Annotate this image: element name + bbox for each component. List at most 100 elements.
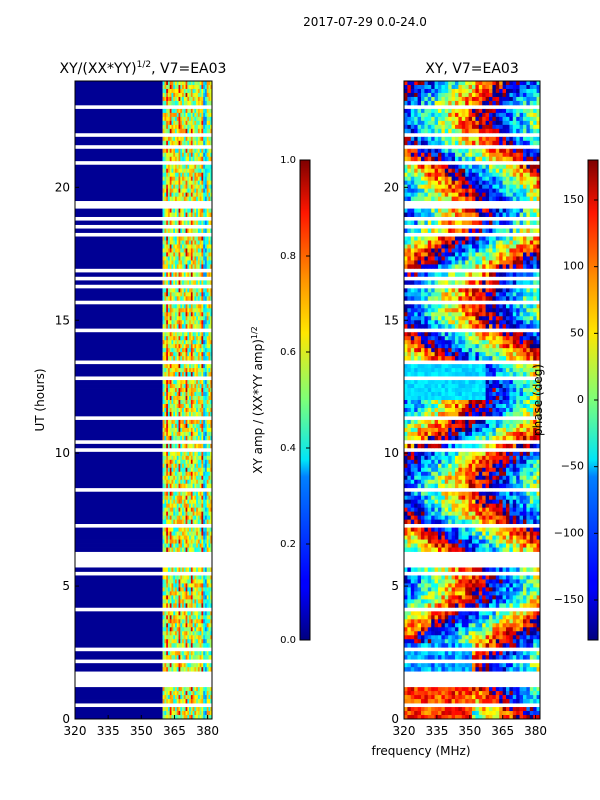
amp-cell xyxy=(183,419,186,425)
amp-cell xyxy=(185,499,188,505)
phase-cell xyxy=(424,116,429,122)
phase-cell xyxy=(529,172,534,178)
phase-cell xyxy=(434,128,439,134)
amp-cell xyxy=(176,635,179,640)
amp-cell xyxy=(178,579,181,584)
amp-cell xyxy=(164,336,167,341)
amp-cell xyxy=(173,336,176,341)
phase-cell xyxy=(421,124,425,130)
amp-cell xyxy=(208,240,211,245)
phase-cell xyxy=(485,100,490,106)
amp-cell xyxy=(162,479,165,485)
phase-cell xyxy=(417,152,422,158)
amp-cell xyxy=(204,188,208,194)
amp-cell xyxy=(204,455,208,461)
phase-cell xyxy=(526,92,531,98)
amp-cell xyxy=(164,507,167,513)
amp-cell xyxy=(189,176,192,182)
amp-cell xyxy=(197,603,200,608)
phase-cell xyxy=(444,128,449,134)
amp-cell-low xyxy=(75,599,163,604)
amp-cell xyxy=(185,507,188,513)
amp-cell xyxy=(201,120,204,126)
phase-cell xyxy=(421,116,425,122)
amp-cell xyxy=(201,236,204,241)
amp-cell xyxy=(162,396,165,401)
phase-cell xyxy=(451,156,456,162)
amp-cell xyxy=(194,164,197,170)
amp-cell xyxy=(175,687,178,692)
phase-cell xyxy=(410,124,415,130)
amp-cell xyxy=(203,192,206,198)
phase-cell xyxy=(526,124,531,130)
amp-cell xyxy=(199,384,202,389)
amp-cell xyxy=(210,459,213,465)
amp-cell xyxy=(173,308,176,313)
amp-cell xyxy=(194,260,197,265)
phase-cell xyxy=(489,220,493,225)
amp-cell xyxy=(192,208,195,213)
phase-cell xyxy=(427,164,432,170)
amp-cell xyxy=(176,515,179,521)
amp-cell-low xyxy=(75,583,163,588)
amp-cell xyxy=(196,475,199,481)
amp-cell xyxy=(196,304,199,309)
phase-cell xyxy=(414,124,418,130)
amp-cell xyxy=(203,427,206,433)
amp-cell xyxy=(173,631,176,636)
amp-cell xyxy=(196,184,199,190)
phase-cell xyxy=(485,180,490,186)
phase-cell xyxy=(438,212,442,217)
amp-cell xyxy=(169,148,172,154)
phase-cell xyxy=(427,176,432,182)
amp-cell xyxy=(178,368,181,373)
amp-cell xyxy=(166,503,169,509)
amp-cell xyxy=(190,372,193,377)
amp-cell xyxy=(187,292,190,297)
amp-cell xyxy=(187,611,190,616)
amp-cell xyxy=(204,423,208,429)
phase-cell xyxy=(451,120,456,126)
amp-cell xyxy=(206,368,209,373)
amp-cell xyxy=(199,715,202,720)
amp-cell xyxy=(187,651,190,656)
amp-cell xyxy=(178,643,181,648)
amp-cell xyxy=(194,176,197,182)
amp-cell xyxy=(167,499,171,505)
amp-cell xyxy=(196,451,199,457)
amp-cell xyxy=(204,615,208,620)
amp-cell xyxy=(206,491,209,497)
amp-cell xyxy=(173,611,176,616)
phase-cell xyxy=(458,136,463,142)
amp-cell-low xyxy=(75,579,163,584)
amp-cell xyxy=(190,431,193,437)
amp-cell xyxy=(178,687,181,692)
amp-cell xyxy=(185,455,188,461)
amp-cell xyxy=(175,423,178,429)
amp-cell-low xyxy=(75,112,163,118)
phase-cell xyxy=(458,228,463,233)
phase-cell xyxy=(407,244,412,249)
amp-cell xyxy=(206,443,209,449)
phase-cell xyxy=(410,240,415,245)
amp-cell xyxy=(166,603,169,608)
amp-cell xyxy=(206,316,209,321)
amp-cell xyxy=(210,236,213,241)
amp-cell xyxy=(204,372,208,377)
amp-cell xyxy=(208,519,211,525)
amp-cell xyxy=(167,332,171,337)
amp-cell xyxy=(197,587,200,592)
amp-cell xyxy=(187,623,190,628)
amp-cell xyxy=(183,459,186,465)
amp-cell xyxy=(173,380,176,385)
amp-cell xyxy=(201,631,204,636)
phase-cell xyxy=(404,156,408,162)
phase-cell xyxy=(465,188,469,194)
amp-cell xyxy=(167,639,171,644)
amp-cell xyxy=(178,511,181,517)
phase-cell xyxy=(407,240,412,245)
amp-cell xyxy=(196,332,199,337)
amp-cell xyxy=(208,256,211,261)
amp-cell xyxy=(166,463,169,469)
amp-cell xyxy=(162,483,165,489)
